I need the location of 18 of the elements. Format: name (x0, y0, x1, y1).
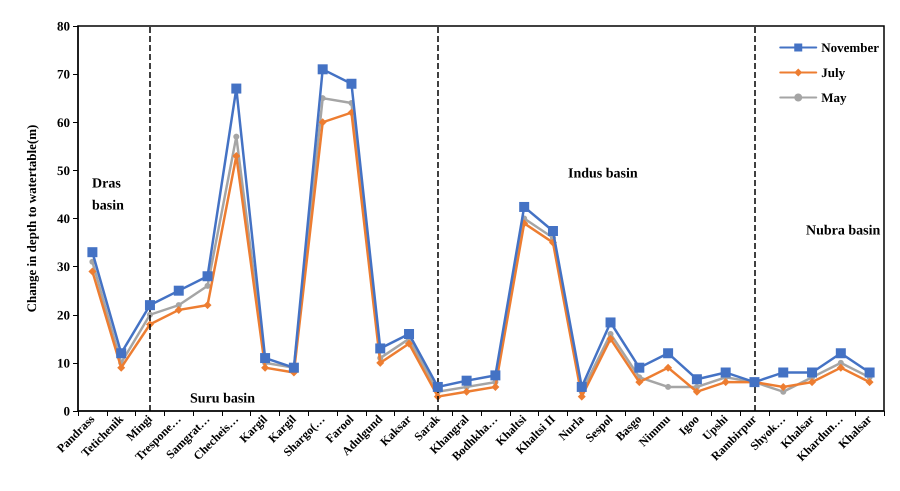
annotation: Nubra basin (806, 224, 881, 238)
y-tick-label: 50 (57, 162, 70, 178)
y-tick-label: 80 (57, 18, 70, 34)
annotation: Indus basin (568, 166, 638, 182)
y-tick-label: 30 (57, 259, 70, 274)
x-tick-label: Igoo (676, 412, 702, 438)
annotation: Dras basin (92, 176, 124, 214)
y-tick-label: 70 (57, 66, 70, 82)
y-tick-label: 10 (57, 355, 70, 370)
y-tick-label: 0 (64, 404, 70, 418)
y-axis-title: Change in depth to watertable(m) (24, 124, 39, 312)
legend-label: July (821, 65, 846, 80)
annotation: Suru basin (190, 392, 256, 406)
legend-label: November (821, 40, 880, 55)
y-tick-label: 20 (57, 307, 70, 322)
y-tick-label: 60 (57, 114, 70, 130)
y-tick-label: 40 (57, 211, 70, 226)
legend-label: May (821, 90, 848, 105)
